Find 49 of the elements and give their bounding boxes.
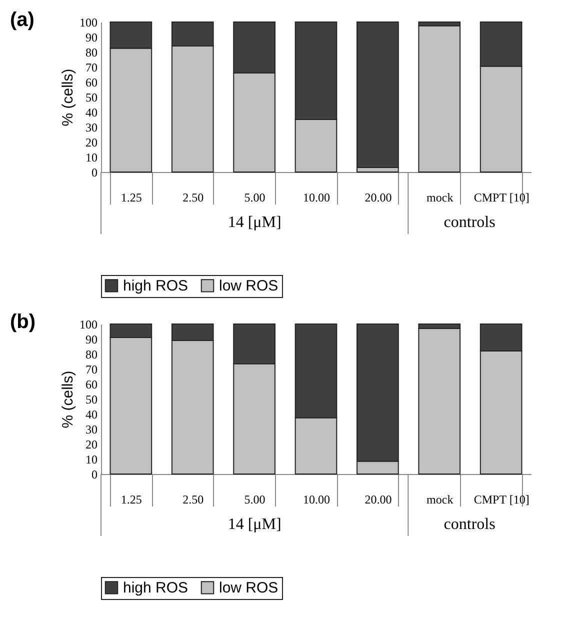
y-tick-label: 30 — [86, 120, 98, 134]
x-tick-label: 5.00 — [244, 190, 266, 204]
text: 14 [μM] — [228, 214, 282, 231]
y-tick-label: 20 — [86, 438, 98, 452]
chart-title: (a) — [10, 9, 34, 31]
y-tick-label: 20 — [86, 136, 98, 150]
x-tick-label: 2.50 — [182, 492, 204, 506]
legend-label: high ROS — [123, 278, 188, 295]
y-tick-label: 40 — [86, 408, 98, 422]
y-axis-title: % (cells) — [60, 370, 76, 428]
x-tick-label: 1.25 — [120, 492, 142, 506]
x-tick-label: mock — [426, 492, 454, 506]
chart-title: (b) — [10, 311, 36, 333]
y-tick-label: 30 — [86, 422, 98, 436]
y-tick-label: 50 — [86, 90, 98, 104]
y-tick-label: 90 — [86, 332, 98, 346]
y-tick-label: 80 — [86, 348, 98, 362]
text: controls — [444, 214, 496, 231]
x-tick-label: 20.00 — [364, 492, 392, 506]
y-tick-label: 90 — [86, 30, 98, 44]
x-tick-label: 10.00 — [303, 492, 330, 506]
legend-label: low ROS — [219, 278, 278, 295]
y-tick-label: 70 — [86, 362, 98, 376]
x-tick-label: 10.00 — [303, 190, 330, 204]
y-tick-label: 10 — [86, 150, 98, 164]
x-tick-label: 1.25 — [120, 190, 142, 204]
bar — [418, 25, 461, 172]
y-tick-label: 100 — [80, 318, 98, 332]
y-tick-label: 10 — [86, 452, 98, 466]
y-tick-label: 80 — [86, 46, 98, 60]
y-tick-label: 100 — [80, 16, 98, 30]
y-tick-label: 70 — [86, 60, 98, 74]
x-tick-label: CMPT [10] — [474, 190, 530, 204]
x-tick-label: 20.00 — [364, 190, 392, 204]
x-tick-label: CMPT [10] — [474, 492, 530, 506]
text: 14 [μM] — [228, 516, 282, 533]
y-tick-label: 60 — [86, 378, 98, 392]
y-tick-label: 0 — [92, 468, 98, 482]
y-tick-label: 50 — [86, 392, 98, 406]
text: controls — [444, 516, 496, 533]
legend-label: low ROS — [219, 580, 278, 597]
x-tick-label: 2.50 — [182, 190, 204, 204]
y-axis-title: % (cells) — [60, 68, 76, 126]
y-tick-label: 0 — [92, 166, 98, 180]
x-tick-label: 5.00 — [244, 492, 266, 506]
y-tick-label: 40 — [86, 106, 98, 120]
y-tick-label: 60 — [86, 76, 98, 90]
x-tick-label: mock — [426, 190, 454, 204]
legend-label: high ROS — [123, 580, 188, 597]
